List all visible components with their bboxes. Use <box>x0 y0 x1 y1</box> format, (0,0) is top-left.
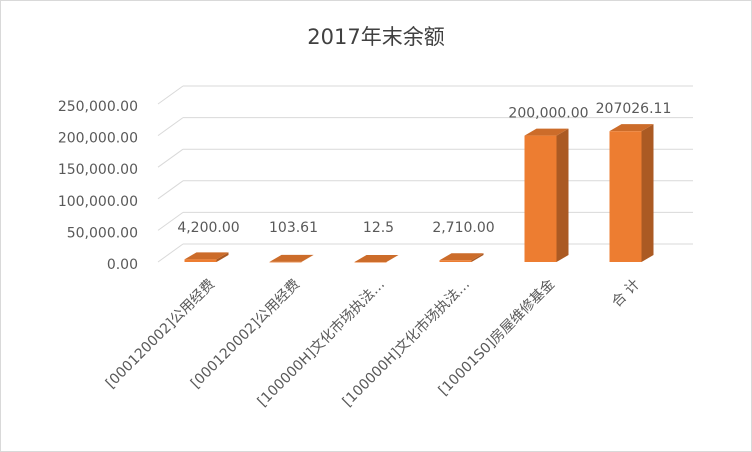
bar-top <box>354 254 399 262</box>
y-tick-label: 50,000.00 <box>67 225 138 241</box>
bar-side <box>386 254 399 262</box>
grid-line <box>157 243 184 263</box>
bar-side <box>556 128 569 262</box>
bar-side <box>471 253 484 262</box>
y-tick-label: 150,000.00 <box>58 162 138 178</box>
data-label: 103.61 <box>269 220 318 236</box>
bar <box>184 259 217 262</box>
grid-line <box>157 85 184 105</box>
grid-line <box>157 180 184 200</box>
grid-line <box>157 211 184 231</box>
bar-top <box>439 253 484 261</box>
data-label: 200,000.00 <box>508 106 588 122</box>
data-label: 4,200.00 <box>177 220 239 236</box>
bar <box>269 261 302 263</box>
y-tick-label: 100,000.00 <box>58 194 138 210</box>
bar-side <box>216 252 229 262</box>
bar <box>439 260 472 262</box>
data-label: 12.5 <box>363 220 394 236</box>
chart-title: 2017年末余额 <box>307 25 444 49</box>
data-label: 207026.11 <box>596 101 672 117</box>
bar-top <box>184 252 229 260</box>
y-tick-label: 250,000.00 <box>58 99 138 115</box>
y-tick-label: 200,000.00 <box>58 131 138 147</box>
bar-top <box>269 254 314 262</box>
grid-line <box>157 148 184 168</box>
bar-side <box>301 254 314 262</box>
bar <box>354 261 387 263</box>
y-tick-label: 0.00 <box>107 257 138 273</box>
bar <box>524 135 557 262</box>
bar-side <box>641 124 654 262</box>
grid-line <box>157 117 184 137</box>
bar-top <box>609 124 654 132</box>
data-label: 2,710.00 <box>432 220 494 236</box>
bar-top <box>524 128 569 136</box>
bar <box>609 131 642 262</box>
